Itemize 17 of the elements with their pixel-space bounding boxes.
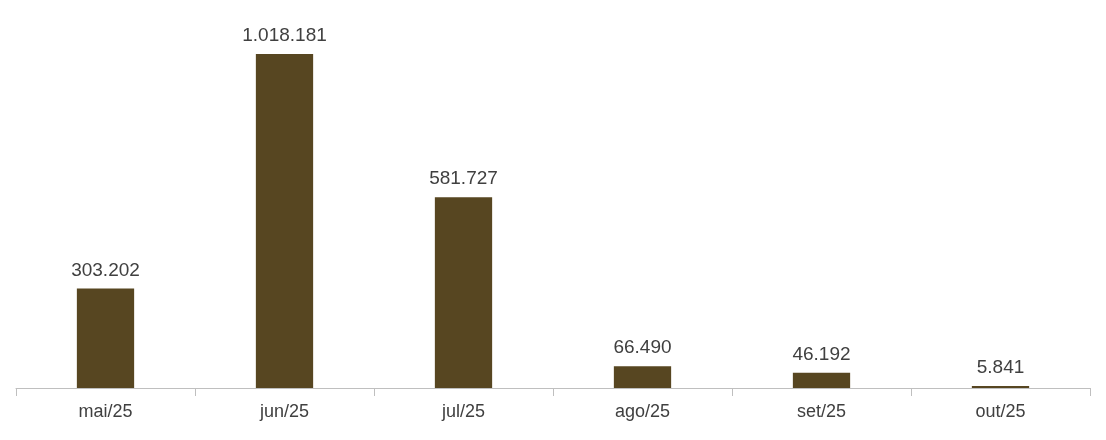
x-tick-label: mai/25 (78, 401, 133, 421)
bar (255, 54, 314, 388)
x-tick-label: out/25 (975, 401, 1026, 421)
data-label: 66.490 (613, 336, 672, 358)
x-tick-label: jun/25 (258, 401, 310, 421)
bar (434, 197, 493, 388)
x-tick-label: jul/25 (440, 401, 486, 421)
data-label: 581.727 (429, 167, 498, 189)
data-label: 303.202 (71, 258, 140, 280)
x-tick-label: ago/25 (614, 401, 671, 421)
data-label: 1.018.181 (242, 24, 327, 45)
bar (792, 372, 851, 388)
data-label: 46.192 (792, 342, 851, 364)
data-label: 5.841 (976, 356, 1025, 378)
bar (613, 366, 672, 388)
x-tick-label: set/25 (796, 401, 847, 421)
bar (76, 288, 135, 388)
